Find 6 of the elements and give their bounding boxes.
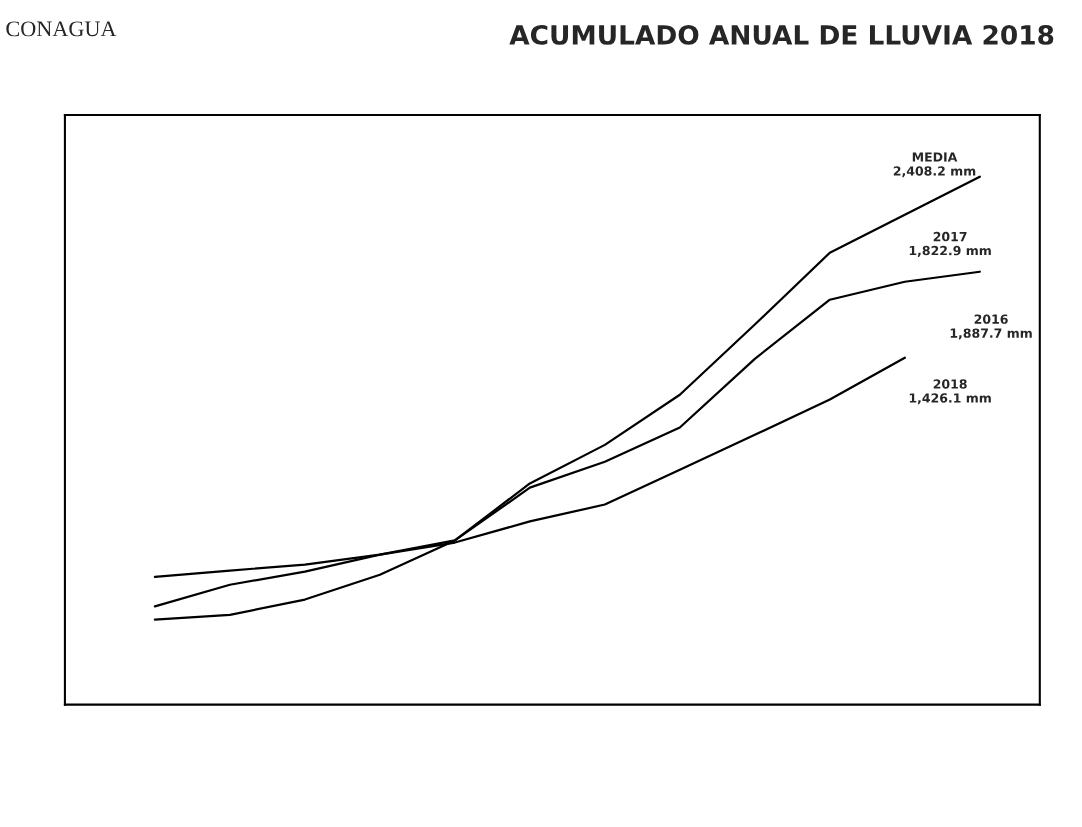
chart-title: ACUMULADO ANUAL DE LLUVIA 2018 [509,24,1054,45]
text: CONAGUA [6,21,117,37]
annotation: 2018 1,426.1 mm [909,379,991,405]
annotation: MEDIA 2,408.2 mm [893,152,976,178]
annotation: 2016 1,887.7 mm [950,314,1032,340]
annotation: 2017 1,822.9 mm [909,231,991,257]
